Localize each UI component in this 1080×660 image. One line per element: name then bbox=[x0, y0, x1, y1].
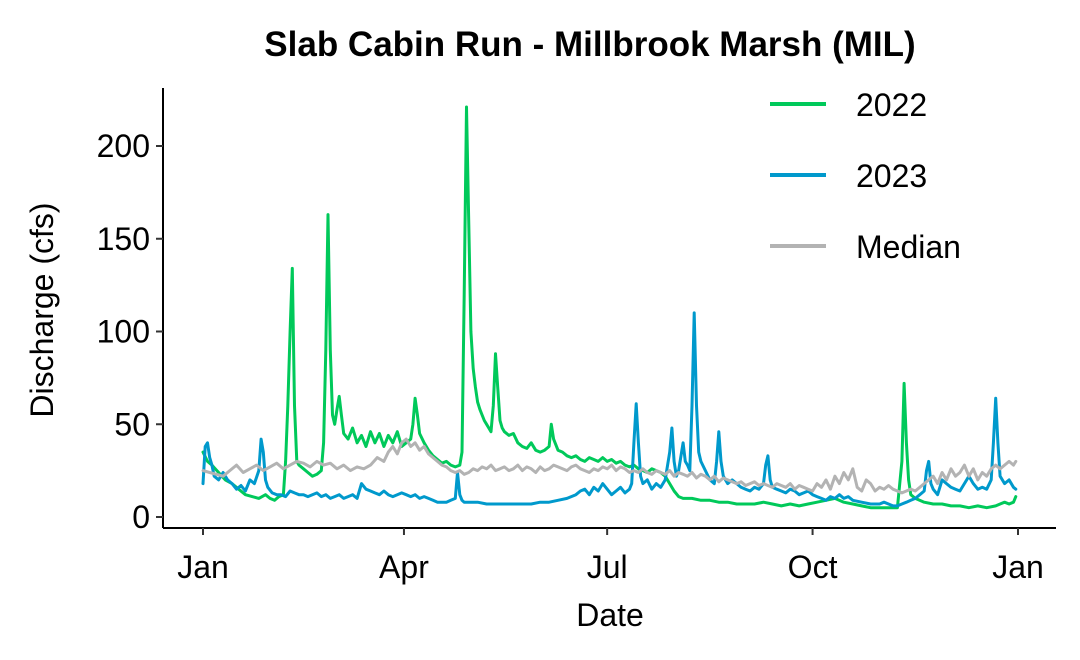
y-tick-label: 0 bbox=[132, 499, 150, 535]
y-tick-label: 100 bbox=[97, 314, 150, 350]
x-axis-ticks: Jan Apr Jul Oct Jan bbox=[177, 528, 1044, 585]
x-tick-label: Jul bbox=[587, 549, 628, 585]
series-line-2023 bbox=[201, 311, 1018, 508]
y-tick-label: 150 bbox=[97, 221, 150, 257]
y-axis-title: Discharge (cfs) bbox=[24, 202, 60, 417]
x-tick-label: Oct bbox=[788, 549, 838, 585]
x-axis-title: Date bbox=[576, 597, 644, 633]
legend-label-2022: 2022 bbox=[856, 87, 927, 123]
legend: 2022 2023 Median bbox=[770, 87, 961, 265]
y-tick-label: 200 bbox=[97, 128, 150, 164]
legend-label-2023: 2023 bbox=[856, 158, 927, 194]
x-tick-label: Jan bbox=[177, 549, 229, 585]
series-lines bbox=[201, 105, 1018, 510]
legend-label-median: Median bbox=[856, 229, 961, 265]
series-line-median bbox=[201, 437, 1018, 495]
x-tick-label: Jan bbox=[992, 549, 1044, 585]
y-axis-ticks: 0 50 100 150 200 bbox=[97, 128, 163, 535]
plot-area: 0 50 100 150 200 Jan Apr Jul Oct Jan bbox=[97, 88, 1056, 585]
y-tick-label: 50 bbox=[114, 406, 150, 442]
x-tick-label: Apr bbox=[379, 549, 429, 585]
chart-title: Slab Cabin Run - Millbrook Marsh (MIL) bbox=[264, 25, 915, 64]
